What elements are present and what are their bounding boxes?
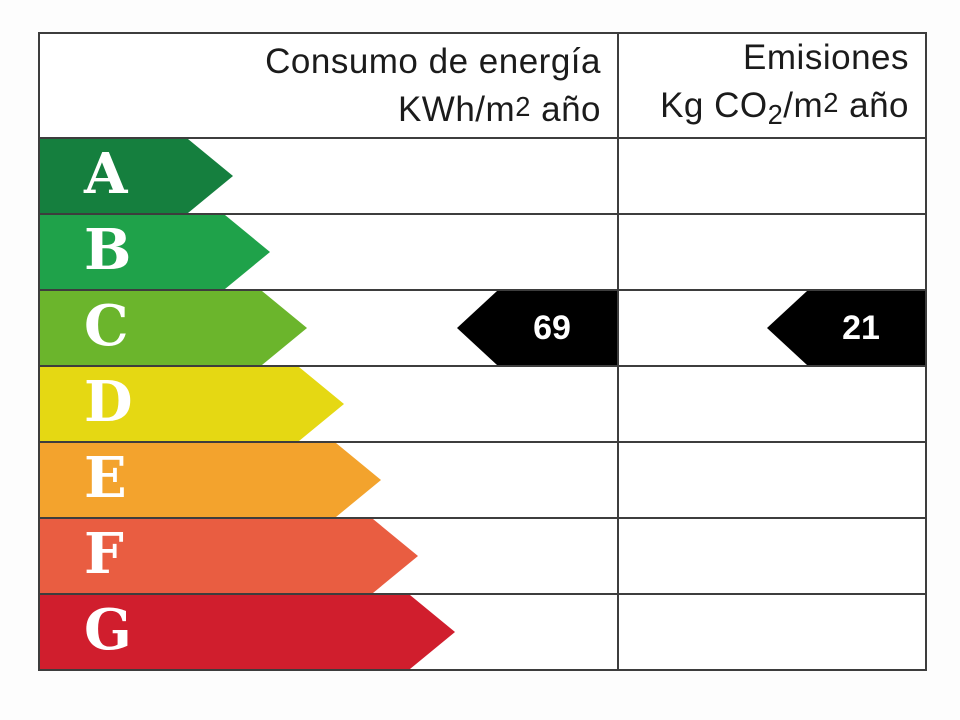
rating-row-a: A: [40, 139, 925, 213]
rating-letter-a: A: [84, 141, 128, 207]
rating-bar-c-arrow: C: [40, 291, 307, 365]
consumption-value: 69: [533, 308, 571, 347]
rating-bar-e-arrow: E: [40, 443, 381, 517]
consumption-value-arrow-icon: 69: [457, 291, 617, 365]
rating-row-c: C 69 21: [40, 289, 925, 365]
rating-bar-a-arrow: A: [40, 139, 233, 213]
rating-letter-e: E: [84, 445, 127, 511]
emissions-value-arrow-icon: 21: [767, 291, 925, 365]
rating-bar-g-arrow: G: [40, 595, 455, 669]
rating-row-e: E: [40, 441, 925, 517]
rating-letter-g: G: [84, 597, 132, 663]
rating-row-g: G: [40, 593, 925, 669]
table-header: Consumo de energía KWh/m2 año Emisiones …: [40, 34, 925, 139]
consumption-column-header: Consumo de energía KWh/m2 año: [40, 34, 617, 137]
rating-row-f: F: [40, 517, 925, 593]
rating-letter-b: B: [84, 217, 132, 283]
rating-row-d: D: [40, 365, 925, 441]
emissions-value: 21: [842, 308, 880, 347]
rating-rows: A B C 69 21 D: [40, 139, 925, 669]
column-divider: [617, 34, 619, 669]
rating-row-b: B: [40, 213, 925, 289]
rating-table: Consumo de energía KWh/m2 año Emisiones …: [38, 32, 927, 671]
rating-bar-d-arrow: D: [40, 367, 344, 441]
consumption-header-line1: Consumo de energía: [265, 42, 601, 81]
rating-bar-b-arrow: B: [40, 215, 270, 289]
emissions-column-header: Emisiones Kg CO2/m2 año: [617, 34, 925, 137]
rating-letter-d: D: [84, 369, 133, 435]
emissions-header-line2: Kg CO2/m2 año: [660, 85, 909, 130]
emissions-header-line1: Emisiones: [743, 37, 909, 77]
rating-letter-f: F: [84, 521, 124, 587]
rating-letter-c: C: [84, 293, 129, 359]
consumption-header-line2: KWh/m2 año: [397, 90, 601, 129]
rating-bar-f-arrow: F: [40, 519, 418, 593]
